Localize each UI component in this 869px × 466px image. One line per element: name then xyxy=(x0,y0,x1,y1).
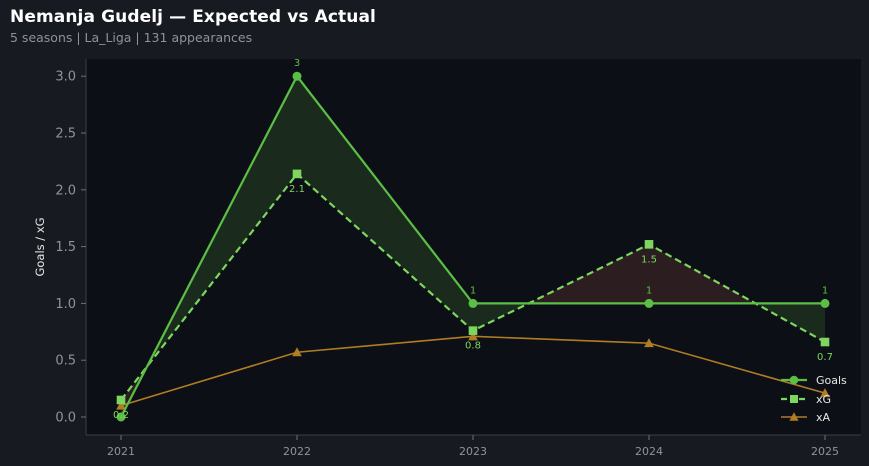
series-point-xg xyxy=(292,169,302,179)
data-label-xg: 0.2 xyxy=(113,410,129,421)
legend-marker-xa xyxy=(789,412,799,421)
legend-label-xg: xG xyxy=(816,393,831,406)
series-point-goals xyxy=(820,298,830,308)
series-point-xg xyxy=(116,395,126,405)
series-point-xa xyxy=(644,338,654,348)
legend: Goals xG xA xyxy=(781,374,847,424)
y-tick-label: 1.0 xyxy=(55,297,76,312)
series-point-goals xyxy=(468,298,478,308)
legend-label-goals: Goals xyxy=(816,374,847,387)
y-axis-label: Goals / xG xyxy=(33,217,47,276)
data-label-xg: 2.1 xyxy=(289,184,305,195)
series-point-xg xyxy=(820,337,830,347)
tick-layer: 0.0 0.5 1.0 1.5 2.0 2.5 3.0 2021 2022 2023 2024 202… xyxy=(55,70,839,458)
plot-area xyxy=(86,59,861,435)
data-label-goals: 1 xyxy=(646,285,652,296)
series-point-xa xyxy=(468,331,478,341)
y-tick-label: 0.0 xyxy=(55,411,76,426)
data-label-goals: 1 xyxy=(822,285,828,296)
y-tick-label: 1.5 xyxy=(55,240,76,255)
legend-marker-goals xyxy=(789,375,799,385)
series-point-goals xyxy=(644,298,654,308)
legend-label-xa: xA xyxy=(816,411,831,424)
data-label-xg: 0.7 xyxy=(817,352,833,363)
chart-title: Nemanja Gudelj — Expected vs Actual xyxy=(10,7,376,27)
data-label-xg: 0.8 xyxy=(465,341,481,352)
x-tick-label: 2025 xyxy=(811,445,839,458)
series-point-goals xyxy=(116,412,126,422)
data-label-goals: 1 xyxy=(470,285,476,296)
series-point-xa xyxy=(116,400,126,410)
x-tick-label: 2024 xyxy=(635,445,663,458)
series-point-xa xyxy=(820,388,830,398)
series-point-goals xyxy=(292,71,302,81)
chart-header: Nemanja Gudelj — Expected vs Actual 5 se… xyxy=(0,0,869,58)
overperformance-fill xyxy=(297,76,473,331)
y-tick-label: 0.5 xyxy=(55,354,76,369)
y-tick-label: 2.0 xyxy=(55,183,76,198)
y-tick-label: 2.5 xyxy=(55,127,76,142)
data-label-xg: 1.5 xyxy=(641,254,657,265)
series-point-xg xyxy=(468,326,478,335)
chart-subtitle: 5 seasons | La_Liga | 131 appearances xyxy=(10,30,253,45)
data-label-goals: 3 xyxy=(294,58,300,69)
x-tick-label: 2023 xyxy=(459,445,487,458)
series-point-xa xyxy=(292,347,302,357)
x-tick-label: 2022 xyxy=(283,445,311,458)
series-point-xg xyxy=(644,240,654,249)
y-tick-label: 3.0 xyxy=(55,70,76,85)
series-layer xyxy=(116,71,830,422)
x-tick-label: 2021 xyxy=(107,445,135,458)
legend-marker-xg xyxy=(790,395,798,403)
data-label-layer: 3 1 1 1 0.2 2.1 0.8 1.5 0.7 xyxy=(113,58,833,421)
